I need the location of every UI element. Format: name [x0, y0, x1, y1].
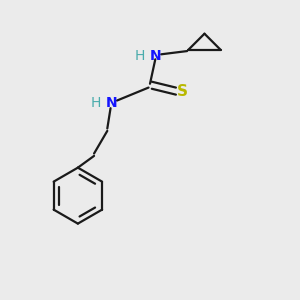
- Text: N: N: [150, 49, 162, 63]
- Text: H: H: [90, 96, 101, 110]
- Text: H: H: [134, 49, 145, 63]
- Text: N: N: [106, 96, 118, 110]
- Text: S: S: [177, 84, 188, 99]
